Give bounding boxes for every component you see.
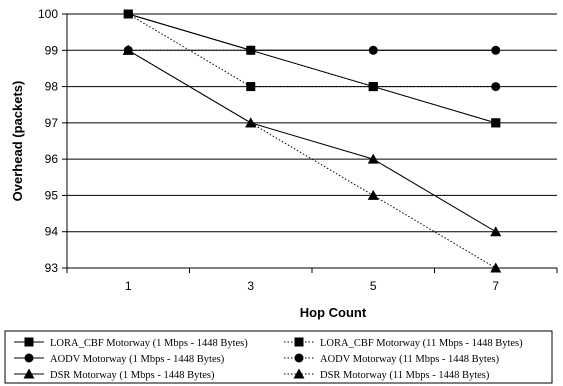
data-point-s4-2 <box>246 45 256 55</box>
legend-marker-6 <box>293 368 305 379</box>
y-tick-label: 95 <box>45 188 59 202</box>
data-point-s4-4 <box>491 82 501 92</box>
y-axis-title: Overhead (packets) <box>10 81 25 202</box>
y-tick-label: 98 <box>45 80 59 94</box>
legend-marker-2 <box>294 337 304 347</box>
legend-marker-1 <box>24 337 34 347</box>
legend-label-3: AODV Motorway (1 Mbps - 1448 Bytes) <box>50 354 225 365</box>
legend: LORA_CBF Motorway (1 Mbps - 1448 Bytes) L… <box>4 330 553 384</box>
legend-label-5: DSR Motorway (1 Mbps - 1448 Bytes) <box>50 370 215 381</box>
legend-marker-4 <box>294 353 304 363</box>
data-point-s6-4 <box>490 262 502 273</box>
data-point-s6-1 <box>122 44 134 55</box>
series-line-2 <box>127 13 496 124</box>
legend-label-6: DSR Motorway (11 Mbps - 1448 Bytes) <box>320 370 490 381</box>
series-line-4 <box>128 49 496 88</box>
plot-series <box>127 13 497 269</box>
y-tick-label: 100 <box>38 7 58 21</box>
plot-markers <box>122 9 502 273</box>
x-axis-title: Hop Count <box>300 305 367 320</box>
data-point-s3-3 <box>368 45 378 55</box>
x-tick-label: 3 <box>247 279 254 293</box>
x-tick-label: 1 <box>125 279 132 293</box>
data-point-s3-1 <box>123 9 133 19</box>
data-point-s4-3 <box>368 82 378 92</box>
data-point-s3-4 <box>491 45 501 55</box>
tick-labels: 93 94 95 96 97 98 99 100 1 3 5 7 <box>38 7 499 293</box>
gridlines <box>67 13 557 233</box>
legend-marker-3 <box>24 353 34 363</box>
data-point-s2-4 <box>491 118 501 128</box>
y-tick-label: 96 <box>45 152 59 166</box>
legend-label-1: LORA_CBF Motorway (1 Mbps - 1448 Bytes) <box>50 338 248 349</box>
x-tick-label: 5 <box>370 279 377 293</box>
legend-marker-5 <box>23 368 35 379</box>
data-point-s2-2 <box>246 82 256 92</box>
series-line-3 <box>128 13 496 51</box>
y-tick-label: 97 <box>45 116 59 130</box>
data-point-s5-3 <box>367 153 379 164</box>
x-tick-label: 7 <box>492 279 499 293</box>
y-tick-label: 99 <box>45 43 59 57</box>
y-tick-label: 94 <box>45 225 59 239</box>
series-line-5 <box>127 49 497 233</box>
legend-label-4: AODV Motorway (11 Mbps - 1448 Bytes) <box>320 354 500 365</box>
axes <box>62 13 558 273</box>
data-point-s6-2 <box>245 117 257 128</box>
data-point-s6-3 <box>367 189 379 200</box>
series-line-6 <box>127 49 497 269</box>
legend-box <box>4 330 553 384</box>
data-point-s5-4 <box>490 226 502 237</box>
legend-label-2: LORA_CBF Motorway (11 Mbps - 1448 Bytes) <box>320 338 523 349</box>
y-tick-label: 93 <box>45 261 59 275</box>
